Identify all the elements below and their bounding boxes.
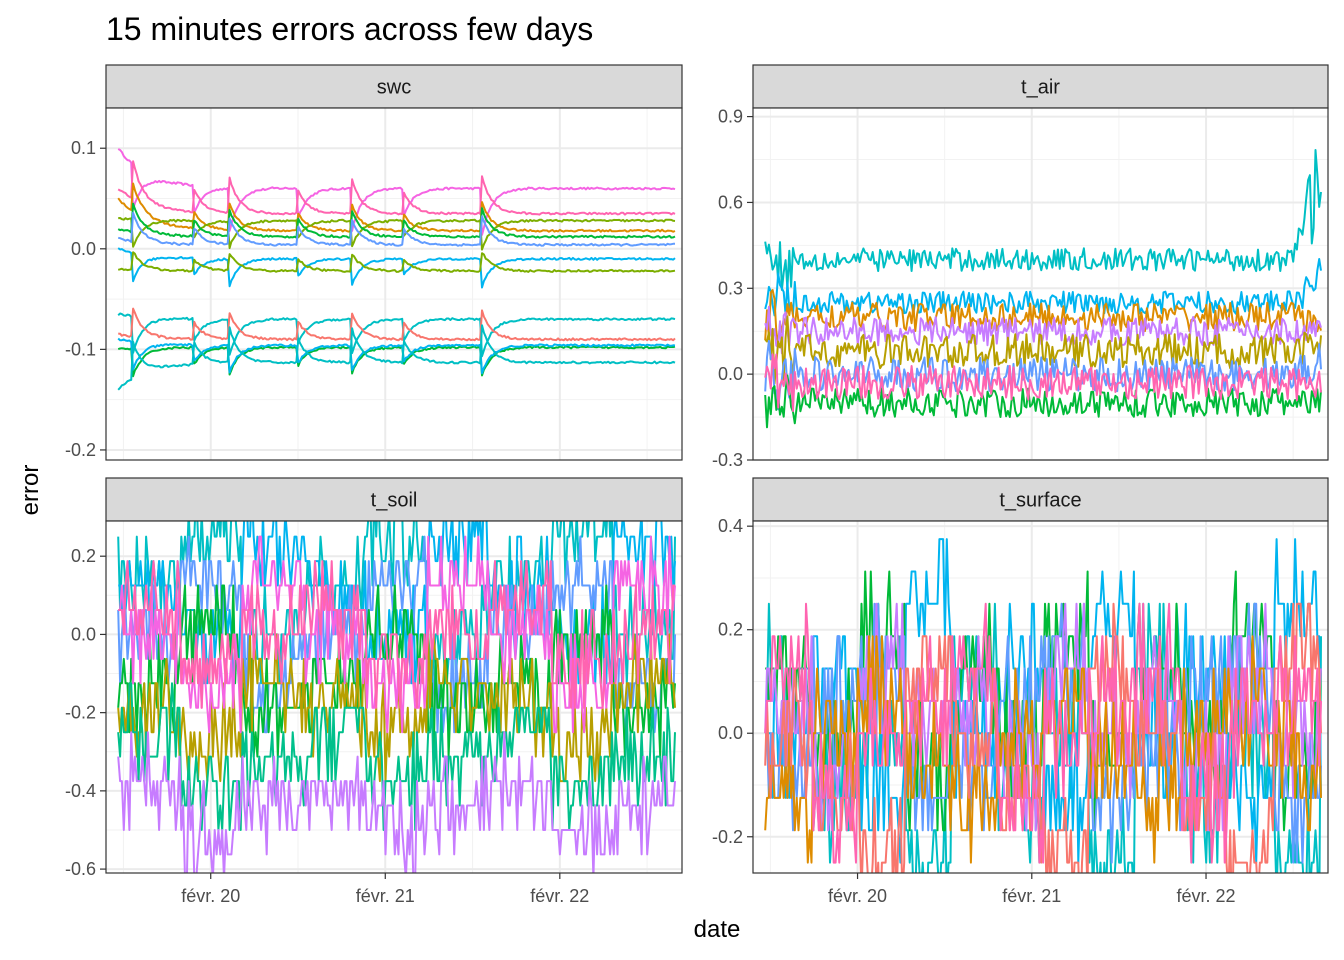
- x-tick-label: févr. 20: [181, 886, 240, 906]
- y-tick-label: 0.9: [718, 107, 743, 127]
- series-line-8: [118, 560, 675, 709]
- series-line-8: [117, 251, 676, 273]
- series-group: [764, 149, 1322, 429]
- panel-t_surface: t_surface -0.2 0.0 0.2 0.4 févr. 20 févr. 21 fé…: [712, 477, 1329, 906]
- panel-swc: swc -0.2 -0.1 0.0 0.1: [65, 64, 683, 461]
- series-line-10: [118, 307, 676, 342]
- series-line-6: [764, 635, 1322, 864]
- y-tick-label: 0.4: [718, 516, 743, 536]
- series-line-11: [117, 345, 676, 378]
- series-line-9: [117, 731, 676, 873]
- series-line-6: [117, 682, 676, 831]
- strip-label: swc: [377, 77, 411, 99]
- strip-swc: [105, 64, 683, 109]
- panel-border: [752, 520, 1329, 874]
- y-tick-label: 0.2: [71, 546, 96, 566]
- y-tick-label: 0.6: [718, 192, 743, 212]
- y-tick-label: -0.2: [65, 703, 96, 723]
- series-line-1: [117, 148, 676, 236]
- x-tick-label: févr. 21: [356, 886, 415, 906]
- y-tick-label: -0.4: [65, 781, 96, 801]
- y-tick-label: -0.3: [712, 450, 743, 470]
- series-line-2: [117, 160, 676, 216]
- x-axis-title: date: [694, 916, 741, 943]
- chart-title: 15 minutes errors across few days: [106, 11, 593, 47]
- strip-label: t_surface: [999, 490, 1081, 512]
- strip-label: t_air: [1021, 77, 1060, 99]
- series-line-7: [117, 247, 676, 289]
- x-tick-label: févr. 20: [828, 886, 887, 906]
- y-tick-label: -0.2: [65, 440, 96, 460]
- series-line-8: [764, 353, 1322, 413]
- series-line-6: [764, 339, 1322, 411]
- panel-border: [105, 107, 683, 461]
- panel-border: [752, 107, 1329, 461]
- x-tick-label: févr. 21: [1002, 886, 1061, 906]
- series-group: [117, 521, 676, 873]
- y-tick-label: -0.1: [65, 339, 96, 359]
- y-axis-title: error: [17, 465, 44, 516]
- y-tick-label: -0.2: [712, 827, 743, 847]
- strip-t_soil: [105, 477, 683, 522]
- y-tick-label: 0.0: [71, 239, 96, 259]
- panel-border: [105, 520, 683, 874]
- series-line-6: [117, 211, 675, 247]
- series-line-9: [117, 312, 676, 358]
- y-tick-label: -0.6: [65, 859, 96, 879]
- series-line-1: [117, 521, 676, 685]
- series-line-8: [764, 602, 1322, 864]
- y-tick-label: 0.0: [718, 364, 743, 384]
- strip-label: t_soil: [371, 490, 418, 512]
- series-line-3: [117, 182, 676, 233]
- series-line-13: [117, 324, 676, 391]
- y-tick-label: 0.1: [71, 138, 96, 158]
- panel-t_soil: t_soil -0.6 -0.4 -0.2 0.0 0.2 févr. 20 févr. 21…: [65, 477, 683, 906]
- y-tick-label: 0.0: [71, 624, 96, 644]
- series-group: [764, 538, 1322, 873]
- series-line-3: [117, 535, 676, 734]
- panel-t_air: t_air -0.3 0.0 0.3 0.6 0.9: [712, 64, 1329, 470]
- series-line-4: [118, 217, 676, 251]
- series-line-7: [764, 374, 1322, 429]
- panels-group: swc-0.2-0.10.00.1t_air-0.30.00.30.60.9t_…: [65, 64, 1329, 906]
- series-line-5: [117, 202, 676, 239]
- x-tick-label: févr. 22: [530, 886, 589, 906]
- x-tick-label: févr. 22: [1177, 886, 1236, 906]
- series-line-2: [764, 258, 1322, 317]
- series-group: [117, 148, 676, 391]
- y-tick-label: 0.3: [718, 278, 743, 298]
- strip-t_surface: [752, 477, 1329, 522]
- series-line-5: [764, 315, 1322, 385]
- panel-background: [106, 108, 682, 460]
- series-line-7: [118, 535, 676, 734]
- series-line-1: [764, 149, 1322, 291]
- y-tick-label: 0.0: [718, 723, 743, 743]
- series-line-12: [117, 337, 676, 375]
- y-tick-label: 0.2: [718, 620, 743, 640]
